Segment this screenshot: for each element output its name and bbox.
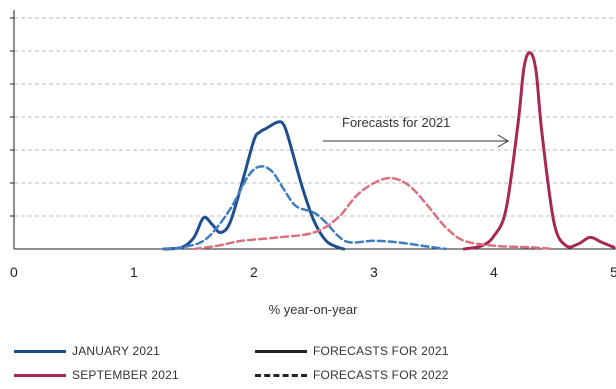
x-tick-label: 3	[370, 264, 378, 280]
y-tick-marks	[10, 17, 14, 217]
legend-swatch-september	[14, 373, 66, 377]
x-tick-label: 5	[610, 264, 616, 280]
legend: JANUARY 2021 SEPTEMBER 2021 FORECASTS FO…	[14, 344, 614, 388]
series-line-september-2021-2021	[462, 51, 616, 251]
x-tick-label: 1	[130, 264, 138, 280]
gridlines	[14, 17, 616, 217]
legend-item-january: JANUARY 2021	[14, 344, 160, 358]
legend-label-forecasts-2022: FORECASTS FOR 2022	[313, 368, 449, 382]
x-tick-label: 4	[490, 264, 498, 280]
chart: 0 1 2 3 4 5 Forecasts for 2021 % year-on-year	[10, 10, 616, 317]
legend-swatch-solid	[255, 349, 307, 353]
series-line-january-2021-2021	[162, 120, 346, 251]
legend-swatch-dashed	[255, 373, 307, 377]
legend-label-january: JANUARY 2021	[72, 344, 161, 358]
series-line-september-2021-2022	[192, 176, 556, 251]
annotation-text: Forecasts for 2021	[342, 115, 450, 130]
legend-item-forecasts-2022: FORECASTS FOR 2022	[255, 368, 449, 382]
legend-label-september: SEPTEMBER 2021	[72, 368, 179, 382]
x-axis-label: % year-on-year	[269, 302, 359, 317]
series-lines	[162, 51, 616, 251]
x-tick-labels: 0 1 2 3 4 5	[10, 264, 616, 280]
annotation-arrow-head	[497, 134, 509, 148]
legend-swatch-january	[14, 349, 66, 353]
legend-label-forecasts-2021: FORECASTS FOR 2021	[313, 344, 449, 358]
x-tick-label: 2	[250, 264, 258, 280]
x-tick-label: 0	[10, 264, 18, 280]
legend-item-forecasts-2021: FORECASTS FOR 2021	[255, 344, 449, 358]
legend-item-september: SEPTEMBER 2021	[14, 368, 179, 382]
series-line-january-2021-2022	[162, 165, 448, 251]
forecast-annotation: Forecasts for 2021	[323, 115, 509, 148]
